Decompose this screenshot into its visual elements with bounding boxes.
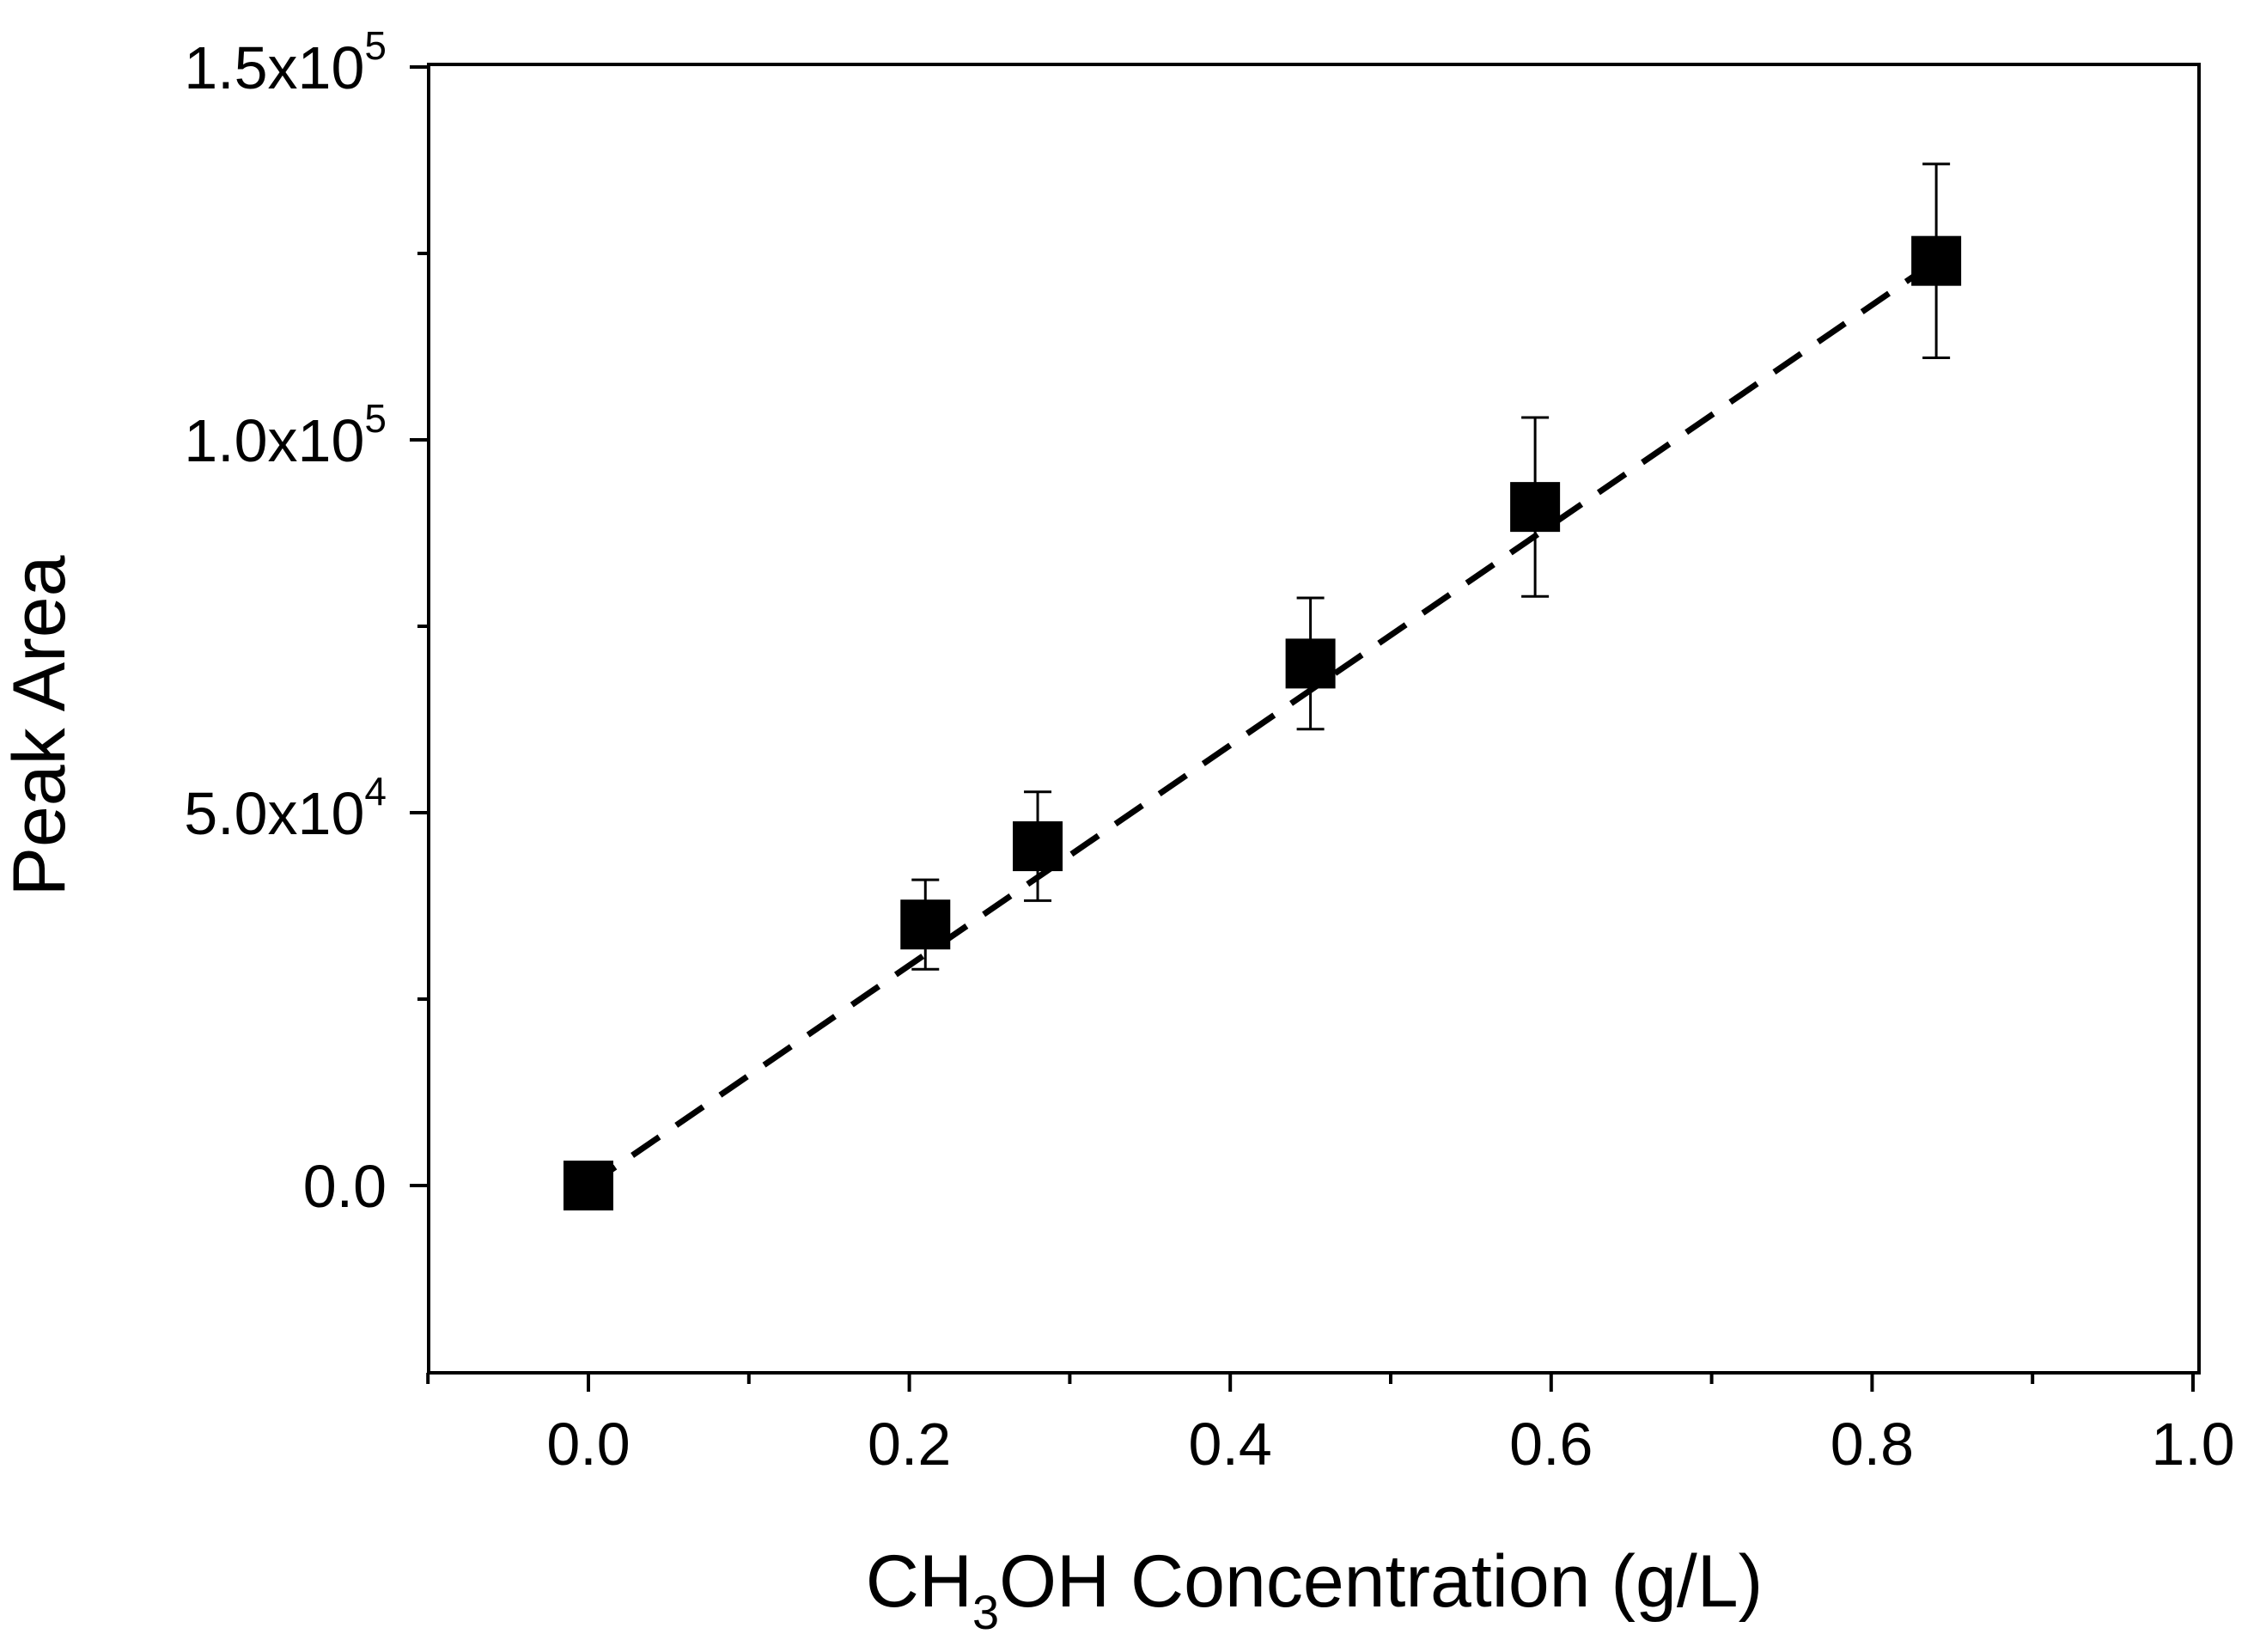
data-point-4 bbox=[1510, 482, 1561, 533]
y-axis-label: Peak Area bbox=[0, 555, 81, 896]
y-tick-mantissa-3: 1.5x10 bbox=[184, 34, 364, 101]
y-tick-label-0: 0.0 bbox=[303, 1153, 387, 1220]
x-axis-ticks: 0.0 0.2 0.4 0.6 0.8 1.0 bbox=[546, 1373, 2235, 1478]
x-tick-label-0: 0.0 bbox=[546, 1411, 630, 1478]
x-tick-label-1: 0.2 bbox=[868, 1411, 951, 1478]
x-tick-label-5: 1.0 bbox=[2151, 1411, 2234, 1478]
data-point-2 bbox=[1013, 821, 1063, 872]
data-point-0 bbox=[563, 1161, 613, 1210]
x-axis-label-subscript: 3 bbox=[972, 1585, 999, 1639]
x-axis-label-main: CH bbox=[866, 1540, 972, 1623]
y-tick-mantissa-0: 0.0 bbox=[303, 1153, 387, 1220]
y-tick-exponent-1: 4 bbox=[364, 769, 387, 814]
plot-frame bbox=[427, 63, 2201, 1375]
y-tick-exponent-3: 5 bbox=[364, 23, 387, 68]
data-point-5 bbox=[1911, 235, 1962, 286]
y-tick-label-3: 1.5x105 bbox=[184, 23, 387, 101]
x-axis-label: CH3OH Concentration (g/L) bbox=[866, 1540, 1763, 1639]
minor-ticks bbox=[417, 252, 2035, 1384]
data-point-1 bbox=[900, 899, 951, 950]
x-tick-label-3: 0.6 bbox=[1509, 1411, 1593, 1478]
data-point-3 bbox=[1285, 638, 1336, 689]
fit-line-group bbox=[587, 258, 1939, 1188]
fit-line bbox=[587, 258, 1939, 1188]
x-axis-label-rest: OH Concentration (g/L) bbox=[999, 1540, 1763, 1623]
y-tick-label-1: 5.0x104 bbox=[184, 769, 387, 847]
x-tick-label-4: 0.8 bbox=[1831, 1411, 1914, 1478]
y-tick-exponent-2: 5 bbox=[364, 396, 387, 441]
y-tick-label-2: 1.0x105 bbox=[184, 396, 387, 474]
y-tick-mantissa-2: 1.0x10 bbox=[184, 407, 364, 474]
x-tick-label-2: 0.4 bbox=[1189, 1411, 1272, 1478]
data-points bbox=[563, 162, 1962, 1210]
y-tick-mantissa-1: 5.0x10 bbox=[184, 780, 364, 847]
